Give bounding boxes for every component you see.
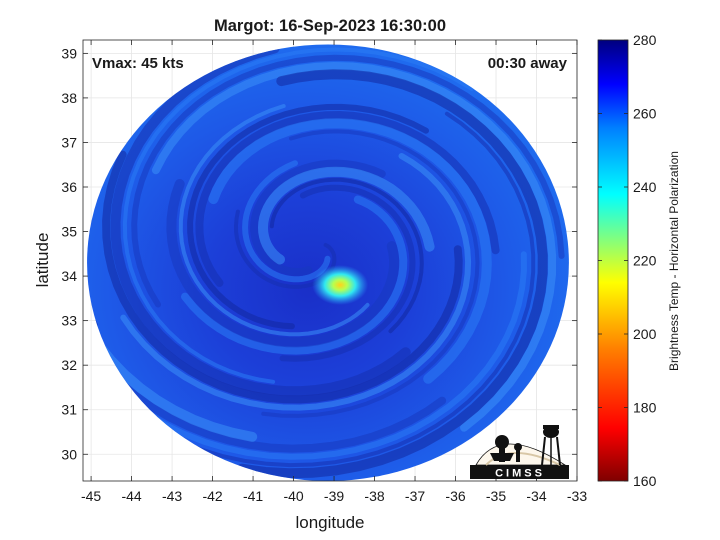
rain-band	[279, 184, 416, 362]
y-tick-label: 35	[61, 224, 77, 240]
y-tick-label: 34	[61, 268, 77, 284]
y-tick-label: 31	[61, 402, 77, 418]
x-tick-label: -37	[405, 488, 425, 504]
x-tick-label: -36	[445, 488, 465, 504]
rain-band	[187, 103, 429, 330]
x-tick-label: -43	[162, 488, 182, 504]
rain-band	[257, 166, 435, 265]
vmax-annotation: Vmax: 45 kts	[92, 55, 184, 72]
y-tick-label: 37	[61, 134, 77, 150]
y-tick-label: 39	[61, 45, 77, 61]
rain-band	[233, 209, 337, 289]
colorbar-tick-label: 160	[633, 473, 657, 489]
colorbar-ticks: 160 180 200 220 240 260 280	[598, 32, 657, 489]
x-tick-label: -44	[121, 488, 141, 504]
rain-band	[122, 47, 474, 384]
storm-core	[312, 265, 369, 305]
rain-band	[195, 110, 500, 287]
y-tick-label: 36	[61, 179, 77, 195]
y-tick-label: 30	[61, 446, 77, 462]
rain-band	[261, 129, 480, 418]
rain-band	[110, 44, 411, 397]
x-tick-label: -35	[486, 488, 506, 504]
cimss-logo: CIMSS	[470, 425, 569, 480]
y-tick-label: 32	[61, 357, 77, 373]
rain-band	[178, 104, 370, 337]
rain-band	[250, 159, 386, 277]
x-tick-label: -42	[202, 488, 222, 504]
x-axis-ticks: -45 -44 -43 -42 -41 -40 -39 -38 -37 -36 -35 -34 -33	[81, 40, 587, 504]
x-tick-label: -40	[283, 488, 303, 504]
chart-title: Margot: 16-Sep-2023 16:30:00	[214, 17, 446, 35]
rain-band	[131, 54, 565, 308]
y-axis-ticks: 30 31 32 33 34 35 36 37 38 39	[61, 45, 577, 462]
rain-band	[269, 177, 424, 334]
time-offset-annotation: 00:30 away	[488, 55, 568, 72]
y-tick-label: 33	[61, 313, 77, 329]
rain-band	[208, 118, 492, 384]
rain-band	[120, 153, 472, 411]
colorbar-label: Brightness Temp - Horizontal Polarizatio…	[667, 151, 681, 371]
rain-band	[151, 61, 557, 432]
logo-text: CIMSS	[495, 468, 545, 480]
colorbar-tick-label: 260	[633, 106, 657, 122]
colorbar-tick-label: 240	[633, 179, 657, 195]
colorbar	[597, 39, 629, 482]
y-tick-label: 38	[61, 90, 77, 106]
rain-band	[236, 69, 548, 479]
rain-band	[87, 120, 527, 460]
rain-band	[87, 44, 525, 442]
swath-layer	[87, 44, 569, 481]
colorbar-tick-label: 180	[633, 400, 657, 416]
x-tick-label: -39	[324, 488, 344, 504]
x-tick-label: -33	[567, 488, 587, 504]
colorbar-tick-label: 220	[633, 253, 657, 269]
rain-band	[166, 179, 400, 348]
x-axis-label: longitude	[295, 513, 364, 532]
colorbar-tick-label: 280	[633, 32, 657, 48]
x-tick-label: -38	[364, 488, 384, 504]
x-tick-label: -45	[81, 488, 101, 504]
plot-frame	[82, 39, 578, 482]
x-tick-label: -34	[526, 488, 546, 504]
colorbar-tick-label: 200	[633, 326, 657, 342]
rain-band	[181, 195, 408, 355]
x-tick-label: -41	[243, 488, 263, 504]
rain-band	[102, 150, 463, 404]
y-axis-label: latitude	[33, 233, 52, 288]
